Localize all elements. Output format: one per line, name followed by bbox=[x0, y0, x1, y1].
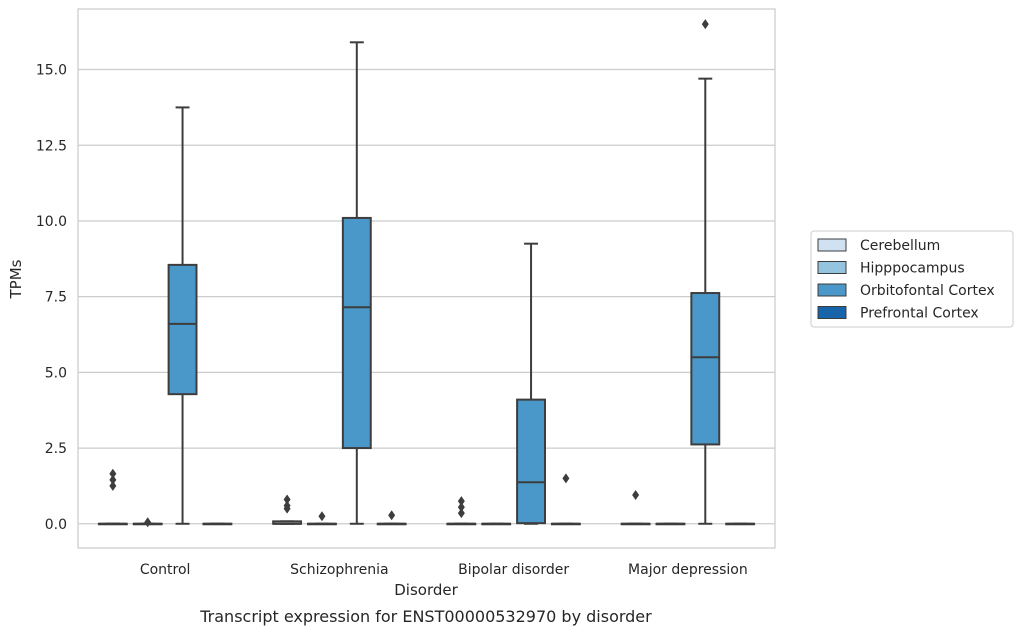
box-cerebellum bbox=[97, 468, 128, 526]
x-tick-label: Schizophrenia bbox=[290, 562, 388, 578]
outlier-point bbox=[457, 508, 465, 519]
box-hipppocampus bbox=[307, 511, 337, 526]
box-orbitofontal-cortex bbox=[516, 242, 546, 525]
box-cerebellum bbox=[272, 494, 303, 525]
box-hipppocampus bbox=[132, 517, 163, 528]
outlier-point bbox=[388, 510, 396, 521]
box-orbitofontal-cortex bbox=[341, 41, 372, 525]
chart-caption: Transcript expression for ENST0000053297… bbox=[199, 607, 652, 626]
box-prefrontal-cortex bbox=[376, 510, 407, 526]
y-tick-label: 12.5 bbox=[36, 138, 67, 154]
outlier-point bbox=[632, 490, 640, 501]
y-tick-label: 2.5 bbox=[45, 441, 67, 457]
outlier-point bbox=[109, 474, 117, 485]
outlier-point bbox=[144, 517, 152, 528]
boxes-layer bbox=[97, 19, 756, 528]
y-tick-label: 0.0 bbox=[45, 517, 67, 533]
legend-label: Cerebellum bbox=[860, 238, 940, 254]
legend-label: Prefrontal Cortex bbox=[860, 306, 979, 322]
box-iqr bbox=[167, 263, 198, 396]
outlier-point bbox=[457, 502, 465, 513]
outlier-point bbox=[562, 473, 570, 484]
outlier-point bbox=[701, 19, 709, 30]
outlier-point bbox=[283, 500, 291, 511]
y-tick-label: 15.0 bbox=[36, 63, 67, 79]
x-tick-label: Bipolar disorder bbox=[458, 562, 569, 578]
legend-swatch bbox=[817, 261, 847, 274]
legend-swatch bbox=[817, 238, 847, 252]
box-iqr bbox=[341, 216, 372, 450]
box-prefrontal-cortex bbox=[725, 522, 756, 526]
y-tick-labels: 0.0 2.5 5.0 7.5 10.0 12.5 15.0 bbox=[36, 63, 67, 533]
outlier-point bbox=[283, 494, 291, 505]
box-hipppocampus bbox=[481, 522, 512, 526]
y-tick-label: 5.0 bbox=[45, 365, 67, 381]
box-cerebellum bbox=[620, 490, 651, 526]
legend-label: Orbitofontal Cortex bbox=[860, 283, 995, 299]
legend: Cerebellum Hipppocampus Orbitofontal Corte… bbox=[810, 230, 1014, 328]
legend-swatch bbox=[817, 283, 847, 297]
x-axis-label: Disorder bbox=[394, 581, 458, 599]
legend-frame bbox=[810, 230, 1014, 328]
outlier-point bbox=[109, 480, 117, 491]
y-tick-label: 10.0 bbox=[36, 214, 67, 230]
box-cerebellum bbox=[446, 496, 477, 526]
box-prefrontal-cortex bbox=[202, 522, 233, 526]
box-orbitofontal-cortex bbox=[167, 106, 198, 525]
outlier-point bbox=[457, 496, 465, 507]
y-tick-label: 7.5 bbox=[45, 290, 67, 306]
box-orbitofontal-cortex bbox=[690, 19, 721, 525]
box-iqr bbox=[516, 398, 546, 525]
box-hipppocampus bbox=[655, 522, 686, 526]
x-tick-labels: Control Schizophrenia Bipolar disorder Majo… bbox=[140, 562, 748, 578]
box-prefrontal-cortex bbox=[550, 473, 581, 526]
outlier-point bbox=[318, 511, 326, 522]
x-tick-label: Major depression bbox=[628, 562, 748, 578]
legend-swatch bbox=[817, 306, 847, 319]
box-iqr bbox=[690, 292, 721, 446]
x-tick-label: Control bbox=[140, 562, 191, 578]
plot-area-frame bbox=[77, 8, 776, 549]
legend-label: Hipppocampus bbox=[860, 261, 965, 277]
y-axis-label: TPMs bbox=[7, 259, 25, 299]
outlier-point bbox=[109, 468, 117, 479]
